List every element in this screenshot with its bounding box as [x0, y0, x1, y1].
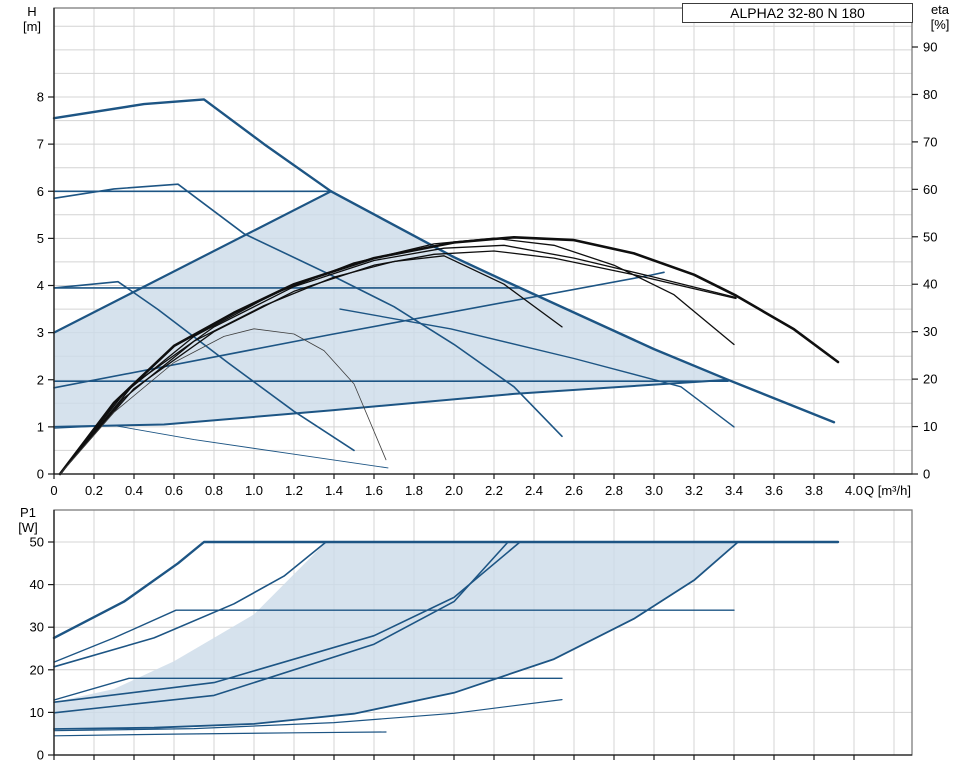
svg-text:3.0: 3.0 — [645, 483, 663, 498]
head-axis-unit: [m] — [22, 19, 42, 34]
svg-text:0: 0 — [37, 748, 44, 763]
svg-text:0: 0 — [37, 467, 44, 482]
axis-ticks-and-labels: 0 0.2 0.4 0.6 0.8 1.0 1.2 1.4 1.6 1.8 2.0 2.2 2.4 2.6… — [37, 40, 938, 498]
power-axis-symbol: P1 — [20, 505, 36, 520]
head-flow-chart: 0 0.2 0.4 0.6 0.8 1.0 1.2 1.4 1.6 1.8 2.0 2.2 2.4 2.6… — [37, 7, 938, 498]
flow-axis-unit: Q [m³/h] — [864, 483, 911, 498]
eta-curve-5 — [59, 255, 563, 475]
head-operating-region — [54, 191, 728, 427]
eta-axis-unit: [%] — [930, 17, 950, 32]
svg-text:50: 50 — [923, 229, 937, 244]
svg-text:7: 7 — [37, 137, 44, 152]
svg-text:2: 2 — [37, 372, 44, 387]
axis-ticks-and-labels: 0 10 20 30 40 50 — [30, 535, 855, 763]
svg-text:1: 1 — [37, 419, 44, 434]
eta-max-curve — [58, 236, 840, 476]
eta-curve-3 — [59, 244, 737, 475]
svg-text:20: 20 — [923, 372, 937, 387]
svg-text:40: 40 — [30, 577, 44, 592]
svg-text:4: 4 — [37, 278, 44, 293]
svg-text:1.6: 1.6 — [365, 483, 383, 498]
svg-text:8: 8 — [37, 90, 44, 105]
svg-text:10: 10 — [923, 419, 937, 434]
p1-const-18w-curve — [53, 677, 563, 701]
p1-speed-2-curve — [53, 541, 327, 668]
power-axis-unit: [W] — [18, 520, 38, 535]
pump-title-box: ALPHA2 32-80 N 180 — [682, 3, 913, 23]
svg-text:1.0: 1.0 — [245, 483, 263, 498]
svg-text:2.4: 2.4 — [525, 483, 543, 498]
p1-mid-curve-2 — [53, 541, 509, 714]
svg-text:3.4: 3.4 — [725, 483, 743, 498]
svg-text:6: 6 — [37, 184, 44, 199]
svg-text:0: 0 — [50, 483, 57, 498]
head-axis-label: H [m] — [12, 4, 52, 34]
svg-text:70: 70 — [923, 134, 937, 149]
svg-text:3.8: 3.8 — [805, 483, 823, 498]
svg-text:80: 80 — [923, 87, 937, 102]
prop-pressure-upper-limit — [52, 190, 333, 334]
p1-const-34w-curve — [53, 609, 735, 663]
svg-text:0.8: 0.8 — [205, 483, 223, 498]
svg-text:5: 5 — [37, 231, 44, 246]
svg-text:3.2: 3.2 — [685, 483, 703, 498]
svg-text:1.8: 1.8 — [405, 483, 423, 498]
svg-text:2.0: 2.0 — [445, 483, 463, 498]
svg-text:20: 20 — [30, 662, 44, 677]
prop-pressure-descending-curve — [339, 308, 735, 428]
svg-text:0: 0 — [923, 467, 930, 482]
svg-text:2.6: 2.6 — [565, 483, 583, 498]
svg-text:2.8: 2.8 — [605, 483, 623, 498]
power-operating-region — [54, 542, 738, 729]
curves — [52, 540, 840, 737]
svg-text:30: 30 — [923, 324, 937, 339]
svg-text:60: 60 — [923, 182, 937, 197]
svg-text:90: 90 — [923, 40, 937, 55]
svg-text:1.4: 1.4 — [325, 483, 343, 498]
max-speed-curve — [52, 98, 836, 424]
eta-axis-symbol: eta — [930, 2, 950, 17]
svg-text:0.6: 0.6 — [165, 483, 183, 498]
svg-text:2.2: 2.2 — [485, 483, 503, 498]
eta-min-curve — [59, 328, 387, 475]
p1-lower-limit-curve — [53, 541, 739, 730]
head-axis-symbol: H — [27, 4, 37, 19]
svg-text:50: 50 — [30, 535, 44, 550]
svg-text:40: 40 — [923, 277, 937, 292]
operating-range-lower-limit — [53, 378, 729, 428]
power-chart: 0 10 20 30 40 50 — [30, 509, 913, 763]
power-axis-label: P1 [W] — [8, 505, 48, 535]
prop-pressure-rising-curve — [53, 271, 665, 389]
curves — [52, 98, 840, 476]
min-speed-curve — [53, 425, 389, 469]
p1-mid-curve-1 — [53, 541, 521, 704]
svg-text:0.4: 0.4 — [125, 483, 143, 498]
p1-min-speed-curve — [53, 731, 387, 737]
svg-text:1.2: 1.2 — [285, 483, 303, 498]
svg-text:3.6: 3.6 — [765, 483, 783, 498]
svg-text:4.0: 4.0 — [845, 483, 863, 498]
p1-max-curve — [52, 540, 840, 640]
svg-text:30: 30 — [30, 620, 44, 635]
svg-text:10: 10 — [30, 705, 44, 720]
svg-text:3: 3 — [37, 325, 44, 340]
svg-text:0.2: 0.2 — [85, 483, 103, 498]
eta-axis-label: eta [%] — [918, 2, 962, 32]
p1-low-curve — [53, 698, 563, 732]
